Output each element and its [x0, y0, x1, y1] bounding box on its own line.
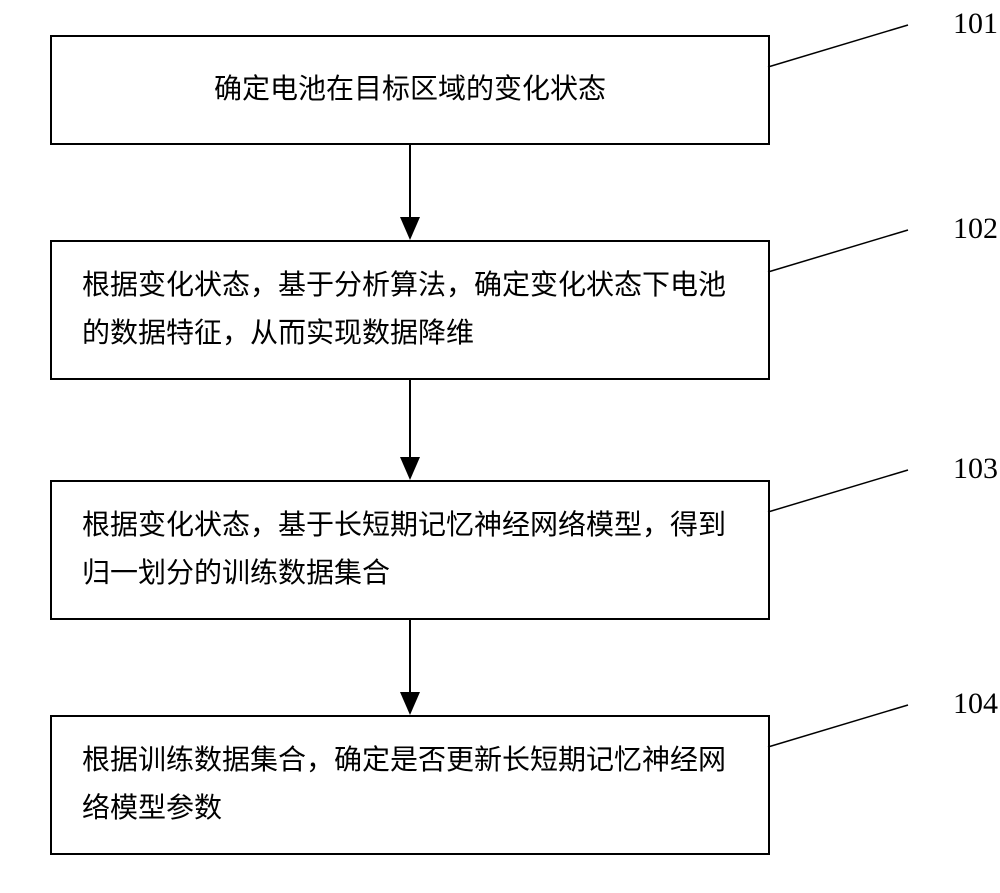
arrow-2 [50, 380, 770, 480]
step-box-102: 根据变化状态，基于分析算法，确定变化状态下电池的数据特征，从而实现数据降维 10… [50, 240, 770, 380]
step-label-102: 102 [953, 212, 998, 246]
flowchart-container: 确定电池在目标区域的变化状态 101 根据变化状态，基于分析算法，确定变化状态下… [50, 35, 950, 855]
step-text-102: 根据变化状态，基于分析算法，确定变化状态下电池的数据特征，从而实现数据降维 [82, 262, 738, 357]
connector-101 [748, 17, 928, 77]
arrow-3 [50, 620, 770, 715]
step-label-101: 101 [953, 7, 998, 41]
step-label-104: 104 [953, 687, 998, 721]
step-text-101: 确定电池在目标区域的变化状态 [82, 66, 738, 114]
step-box-104: 根据训练数据集合，确定是否更新长短期记忆神经网络模型参数 104 [50, 715, 770, 855]
step-box-103: 根据变化状态，基于长短期记忆神经网络模型，得到归一划分的训练数据集合 103 [50, 480, 770, 620]
connector-104 [748, 697, 928, 757]
step-text-103: 根据变化状态，基于长短期记忆神经网络模型，得到归一划分的训练数据集合 [82, 502, 738, 597]
step-label-103: 103 [953, 452, 998, 486]
connector-103 [748, 462, 928, 522]
arrow-1 [50, 145, 770, 240]
step-text-104: 根据训练数据集合，确定是否更新长短期记忆神经网络模型参数 [82, 737, 738, 832]
step-box-101: 确定电池在目标区域的变化状态 101 [50, 35, 770, 145]
connector-102 [748, 222, 928, 282]
